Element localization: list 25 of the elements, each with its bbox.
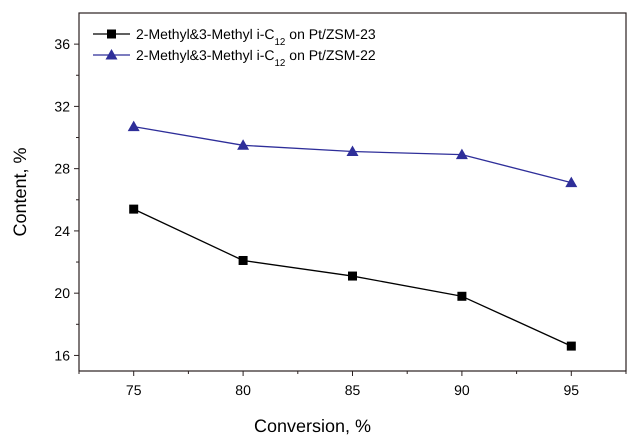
point	[346, 146, 358, 156]
x-tick-label: 80	[235, 382, 252, 398]
point	[566, 342, 576, 351]
x-tick-label: 85	[344, 382, 360, 398]
y-tick-label: 16	[54, 347, 70, 364]
point	[457, 292, 466, 301]
x-tick-label: 95	[564, 382, 580, 398]
point	[456, 148, 468, 160]
point	[128, 120, 140, 132]
y-axis-title: Content, %	[10, 147, 30, 237]
y-tick-label: 28	[54, 160, 70, 177]
x-axis-title: Conversion, %	[254, 416, 372, 436]
x-tick-label: 75	[126, 382, 142, 398]
y-tick-label: 24	[54, 222, 70, 239]
y-tick-label: 32	[54, 98, 70, 114]
y-tick-label: 36	[54, 36, 70, 52]
point	[238, 256, 248, 265]
legend-label: 2-Methyl&3-Methyl i-C$_{12}$ on Pt/ZSM-23	[136, 26, 376, 48]
legend-label: 2-Methyl&3-Methyl i-C$_{12}$ on Pt/ZSM-22	[136, 46, 376, 68]
point	[237, 139, 250, 150]
x-tick-label: 90	[454, 382, 470, 398]
point	[129, 204, 138, 214]
point	[565, 176, 578, 188]
point	[348, 272, 357, 281]
y-tick-label: 20	[54, 285, 70, 302]
